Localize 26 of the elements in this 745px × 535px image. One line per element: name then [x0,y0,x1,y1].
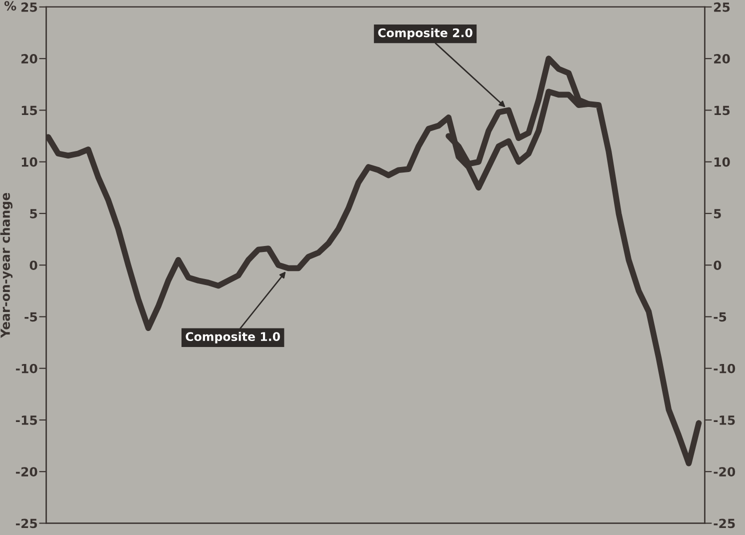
y2-tick-label: -10 [714,364,736,374]
y-tick-label: 20 [21,54,38,64]
y2-tick-label: 20 [714,54,730,64]
y2-tick-label: 15 [714,106,730,116]
y2-tick-label: -15 [714,416,735,425]
y-tick-label: 15 [22,106,37,116]
y-tick-label: -5 [24,312,37,322]
y-tick-label: 10 [22,157,38,167]
y-tick-label: 0 [30,260,38,270]
y2-tick-label: -5 [714,312,726,322]
y-tick-label: -15 [16,416,37,425]
y-axis-title: Year-on-year change [0,192,12,338]
y-tick-label: -10 [16,364,38,374]
y2-tick-label: -25 [714,518,735,528]
y-tick-label: -20 [16,467,38,477]
y-tick-label: 5 [30,209,37,218]
text: Composite 1.0 [186,332,280,344]
y2-tick-label: 5 [714,209,721,218]
text: % [4,1,16,11]
y-tick-label: 25 [21,2,37,12]
y2-tick-label: 10 [714,157,730,167]
y2-tick-label: 0 [714,260,722,270]
y2-tick-label: -20 [714,467,736,477]
y-tick-label: -25 [16,518,37,528]
text: Composite 2.0 [378,28,472,40]
y2-tick-label: 25 [714,2,730,12]
